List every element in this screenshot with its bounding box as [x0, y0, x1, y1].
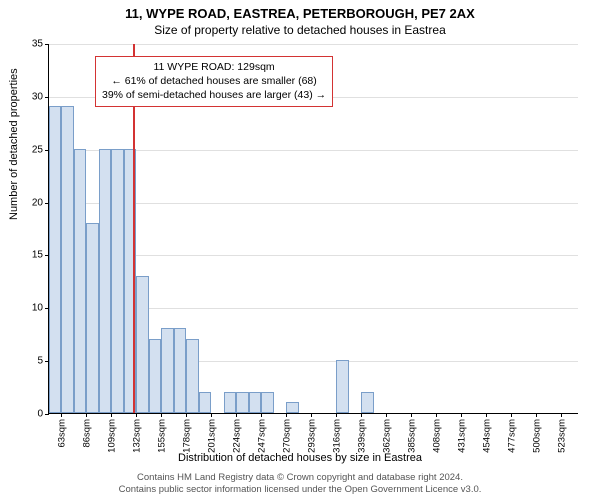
histogram-bar [86, 223, 98, 413]
x-tick-label: 178sqm [179, 419, 192, 453]
y-tick-label: 5 [37, 356, 49, 367]
x-tick-label: 408sqm [429, 419, 442, 453]
chart-area: 0510152025303563sqm86sqm109sqm132sqm155s… [48, 44, 578, 414]
x-tick-mark [286, 413, 287, 417]
plot-area: 0510152025303563sqm86sqm109sqm132sqm155s… [48, 44, 578, 414]
title-sub: Size of property relative to detached ho… [0, 21, 600, 37]
x-tick-mark [386, 413, 387, 417]
x-tick-label: 132sqm [129, 419, 142, 453]
x-tick-label: 500sqm [529, 419, 542, 453]
x-tick-label: 339sqm [354, 419, 367, 453]
x-tick-mark [61, 413, 62, 417]
x-tick-mark [336, 413, 337, 417]
annotation-line: ← 61% of detached houses are smaller (68… [102, 74, 326, 88]
y-tick-label: 35 [32, 39, 49, 50]
x-tick-label: 155sqm [154, 419, 167, 453]
histogram-bar [49, 106, 61, 413]
x-tick-label: 316sqm [329, 419, 342, 453]
x-tick-mark [561, 413, 562, 417]
x-tick-label: 385sqm [404, 419, 417, 453]
x-tick-label: 224sqm [229, 419, 242, 453]
histogram-bar [336, 360, 348, 413]
x-tick-mark [436, 413, 437, 417]
histogram-bar [174, 328, 186, 413]
x-tick-label: 362sqm [379, 419, 392, 453]
x-tick-label: 523sqm [554, 419, 567, 453]
histogram-bar [286, 402, 298, 413]
x-tick-mark [111, 413, 112, 417]
histogram-bar [199, 392, 211, 413]
x-tick-label: 454sqm [479, 419, 492, 453]
y-tick-label: 10 [32, 303, 49, 314]
histogram-bar [361, 392, 373, 413]
x-tick-mark [311, 413, 312, 417]
annotation-line: 11 WYPE ROAD: 129sqm [102, 60, 326, 74]
title-main: 11, WYPE ROAD, EASTREA, PETERBOROUGH, PE… [0, 0, 600, 21]
x-tick-mark [86, 413, 87, 417]
y-tick-label: 30 [32, 91, 49, 102]
x-tick-label: 63sqm [54, 419, 67, 448]
y-tick-label: 25 [32, 144, 49, 155]
x-tick-mark [486, 413, 487, 417]
y-tick-label: 0 [37, 409, 49, 420]
x-tick-label: 86sqm [79, 419, 92, 448]
x-tick-mark [511, 413, 512, 417]
histogram-bar [149, 339, 161, 413]
x-tick-label: 477sqm [504, 419, 517, 453]
x-tick-mark [461, 413, 462, 417]
x-tick-mark [136, 413, 137, 417]
grid-line [49, 44, 578, 45]
histogram-bar [161, 328, 173, 413]
histogram-bar [249, 392, 261, 413]
x-tick-label: 201sqm [204, 419, 217, 453]
y-axis-label: Number of detached properties [8, 68, 20, 220]
histogram-bar [261, 392, 273, 413]
annotation-line: 39% of semi-detached houses are larger (… [102, 88, 326, 102]
histogram-bar [74, 149, 86, 413]
x-tick-label: 431sqm [454, 419, 467, 453]
x-axis-label: Distribution of detached houses by size … [0, 452, 600, 464]
x-tick-mark [411, 413, 412, 417]
footer: Contains HM Land Registry data © Crown c… [0, 472, 600, 496]
x-tick-mark [536, 413, 537, 417]
y-tick-label: 20 [32, 197, 49, 208]
histogram-bar [186, 339, 198, 413]
x-tick-label: 270sqm [279, 419, 292, 453]
x-tick-label: 109sqm [104, 419, 117, 453]
histogram-bar [236, 392, 248, 413]
annotation-box: 11 WYPE ROAD: 129sqm← 61% of detached ho… [95, 56, 333, 107]
x-tick-mark [261, 413, 262, 417]
x-tick-mark [186, 413, 187, 417]
histogram-bar [99, 149, 111, 413]
x-tick-label: 293sqm [304, 419, 317, 453]
x-tick-mark [211, 413, 212, 417]
footer-line2: Contains public sector information licen… [0, 484, 600, 496]
x-tick-mark [361, 413, 362, 417]
histogram-bar [136, 276, 148, 413]
footer-line1: Contains HM Land Registry data © Crown c… [0, 472, 600, 484]
histogram-bar [61, 106, 73, 413]
histogram-bar [111, 149, 123, 413]
y-tick-label: 15 [32, 250, 49, 261]
x-tick-mark [236, 413, 237, 417]
x-tick-label: 247sqm [254, 419, 267, 453]
histogram-bar [224, 392, 236, 413]
x-tick-mark [161, 413, 162, 417]
